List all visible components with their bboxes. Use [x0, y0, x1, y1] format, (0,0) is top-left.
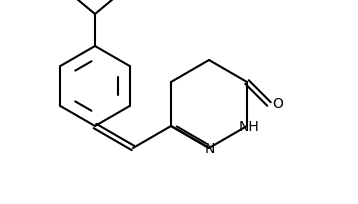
Text: NH: NH: [239, 120, 260, 134]
Text: N: N: [205, 142, 215, 156]
Text: O: O: [272, 97, 283, 111]
